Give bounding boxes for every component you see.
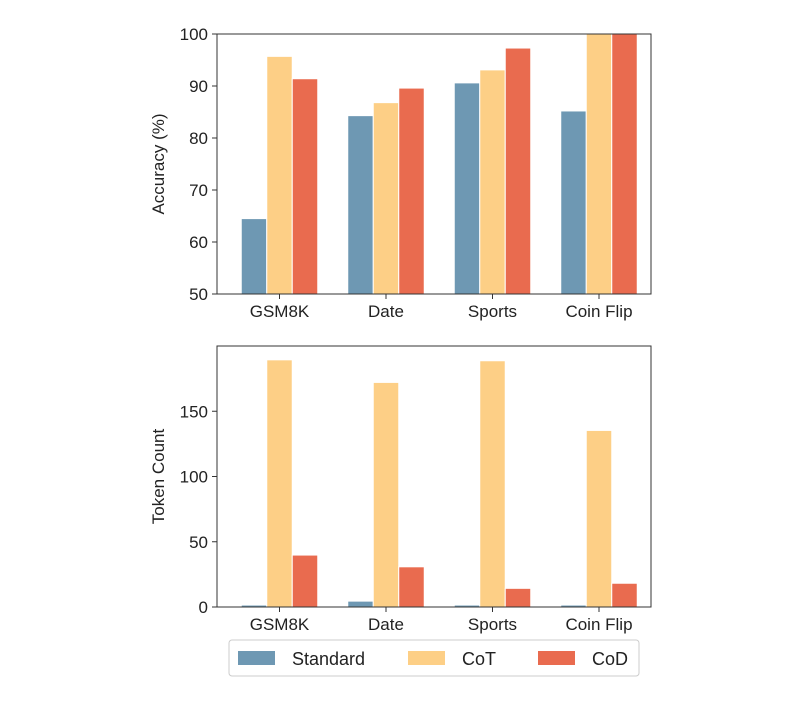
y-axis-title: Token Count <box>149 428 168 524</box>
legend: Standard CoT CoD <box>228 639 640 677</box>
x-tick-label-coin-flip: Coin Flip <box>565 615 632 634</box>
x-tick-label-date: Date <box>368 302 404 321</box>
x-tick-label-sports: Sports <box>468 302 517 321</box>
bar-cot-date <box>372 102 400 295</box>
bar-cot-sports <box>479 360 506 608</box>
legend-label-cod: CoD <box>592 649 628 669</box>
y-tick-label: 70 <box>189 181 208 200</box>
legend-label-cot: CoT <box>462 649 496 669</box>
bar-cod-coin-flip <box>611 33 638 295</box>
bar-cod-coin-flip <box>611 582 638 608</box>
legend-swatch-standard <box>238 651 275 665</box>
bar-cod-gsm8k <box>291 554 319 608</box>
y-tick-label: 150 <box>180 402 208 421</box>
accuracy-chart: GSM8K Date Sports Coin Flip 50 60 70 80 90 100 Acc… <box>149 25 652 321</box>
y-tick-label: 80 <box>189 129 208 148</box>
bar-cot-sports <box>479 69 506 295</box>
token-count-chart: GSM8K Date Sports Coin Flip 0 50 100 150 Token C… <box>149 345 652 634</box>
bar-cod-sports <box>504 587 532 608</box>
plot-frame <box>216 33 652 295</box>
bar-cot-coin-flip <box>585 33 613 295</box>
y-tick-label: 100 <box>180 468 208 487</box>
y-tick-label: 0 <box>199 598 208 617</box>
x-tick-label-coin-flip: Coin Flip <box>565 302 632 321</box>
y-tick-label: 60 <box>189 233 208 252</box>
x-tick-label-date: Date <box>368 615 404 634</box>
legend-swatch-cod <box>538 651 575 665</box>
bar-standard-gsm8k <box>240 218 268 295</box>
legend-swatch-cot <box>408 651 445 665</box>
legend-label-standard: Standard <box>292 649 365 669</box>
y-tick-label: 50 <box>189 533 208 552</box>
bar-cod-date <box>398 87 425 295</box>
bar-cod-sports <box>504 47 532 295</box>
x-tick-label-gsm8k: GSM8K <box>250 302 310 321</box>
bar-standard-sports <box>453 82 481 295</box>
y-tick-label: 100 <box>180 25 208 44</box>
x-tick-label-gsm8k: GSM8K <box>250 615 310 634</box>
y-tick-label: 50 <box>189 285 208 304</box>
bar-standard-coin-flip <box>560 110 587 295</box>
bar-cot-date <box>372 381 400 608</box>
bar-standard-date <box>347 115 374 295</box>
bar-standard-date <box>347 600 374 608</box>
x-tick-label-sports: Sports <box>468 615 517 634</box>
y-tick-label: 90 <box>189 77 208 96</box>
bar-cot-coin-flip <box>585 429 613 608</box>
bar-cod-gsm8k <box>291 78 319 295</box>
bar-cot-gsm8k <box>266 55 293 295</box>
y-axis-title: Accuracy (%) <box>149 113 168 214</box>
bar-cot-gsm8k <box>266 359 293 608</box>
bar-cod-date <box>398 566 425 608</box>
